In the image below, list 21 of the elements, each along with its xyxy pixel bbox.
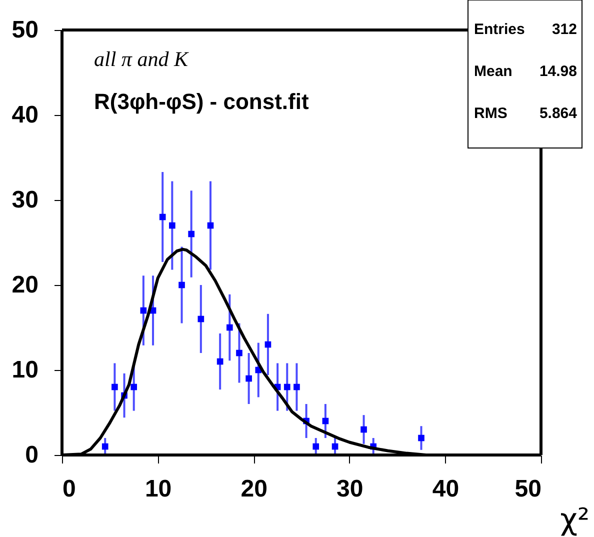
- text: 312: [552, 21, 577, 38]
- y-tick-label: 10: [12, 356, 38, 384]
- annotation: all π and K: [94, 47, 189, 71]
- x-tick-label: 40: [432, 476, 460, 502]
- y-tick-label: 30: [12, 186, 38, 214]
- x-tick-label: 10: [144, 476, 172, 502]
- y-tick-label: 20: [12, 272, 38, 298]
- x-tick-label: 20: [240, 476, 268, 502]
- x-tick-label: 30: [336, 476, 364, 502]
- y-tick-label: 0: [25, 442, 38, 468]
- annotation: 5.864: [539, 105, 578, 122]
- annotation: RMS: [474, 105, 508, 122]
- x-tick-label: 0: [62, 476, 76, 502]
- x-axis-title: χ²: [560, 502, 590, 537]
- x-tick-label: 50: [514, 476, 542, 502]
- annotation: R(3φh-φS) - const.fit: [94, 89, 310, 114]
- y-tick-label: 50: [12, 16, 38, 44]
- annotation: 14.98: [539, 63, 577, 80]
- annotation: Mean: [474, 63, 512, 80]
- annotation: Entries: [474, 21, 525, 38]
- y-tick-label: 40: [12, 102, 38, 128]
